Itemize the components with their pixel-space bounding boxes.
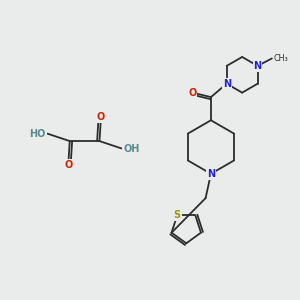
Text: N: N — [223, 79, 231, 89]
Text: OH: OH — [123, 143, 140, 154]
Text: O: O — [188, 88, 196, 98]
Text: N: N — [207, 169, 215, 179]
Text: O: O — [64, 160, 72, 170]
Text: HO: HO — [30, 129, 46, 139]
Text: O: O — [97, 112, 105, 122]
Text: CH₃: CH₃ — [273, 54, 288, 63]
Text: N: N — [254, 61, 262, 71]
Text: S: S — [174, 210, 181, 220]
